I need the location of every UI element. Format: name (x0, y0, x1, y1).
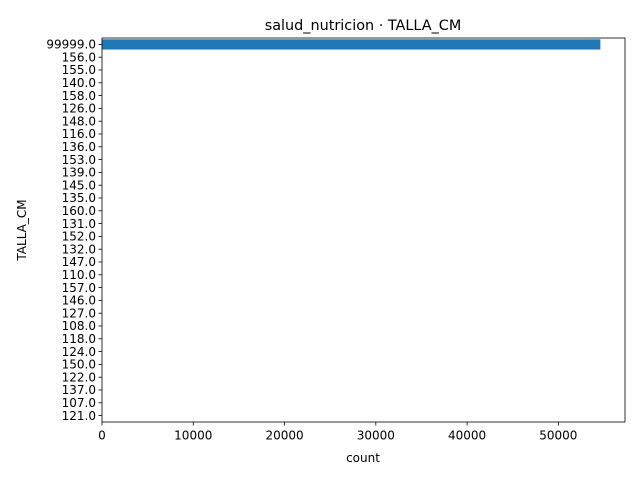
y-tick-label: 145.0 (62, 178, 96, 192)
x-tick-label: 0 (98, 429, 106, 443)
plot-frame (101, 37, 626, 423)
y-tick-label: 107.0 (62, 396, 96, 410)
y-tick-label: 158.0 (62, 89, 96, 103)
y-tick-label: 127.0 (62, 306, 96, 320)
y-tick-label: 124.0 (62, 345, 96, 359)
y-axis-ticks: 99999.0156.0155.0140.0158.0126.0148.0116… (46, 38, 102, 423)
y-tick-label: 116.0 (62, 127, 96, 141)
y-tick-label: 148.0 (62, 114, 96, 128)
y-tick-label: 147.0 (62, 255, 96, 269)
y-tick-label: 150.0 (62, 358, 96, 372)
y-tick-label: 135.0 (62, 191, 96, 205)
y-tick-label: 146.0 (62, 294, 96, 308)
y-tick-label: 152.0 (62, 230, 96, 244)
x-tick-label: 10000 (174, 429, 212, 443)
y-tick-label: 132.0 (62, 242, 96, 256)
y-tick-label: 121.0 (62, 409, 96, 423)
chart-title: salud_nutricion · TALLA_CM (265, 18, 462, 34)
y-tick-label: 153.0 (62, 153, 96, 167)
y-tick-label: 137.0 (62, 383, 96, 397)
y-tick-label: 156.0 (62, 50, 96, 64)
y-tick-label: 122.0 (62, 370, 96, 384)
bar-99999.0 (102, 39, 601, 50)
y-tick-label: 126.0 (62, 102, 96, 116)
y-axis-label: TALLA_CM (15, 199, 29, 261)
y-tick-label: 160.0 (62, 204, 96, 218)
x-tick-label: 50000 (539, 429, 577, 443)
x-tick-label: 40000 (448, 429, 486, 443)
y-tick-label: 136.0 (62, 140, 96, 154)
y-tick-label: 108.0 (62, 319, 96, 333)
y-tick-label: 139.0 (62, 166, 96, 180)
x-axis-label: count (346, 451, 380, 465)
y-tick-label: 157.0 (62, 281, 96, 295)
x-axis-ticks: 0 10000 20000 30000 40000 50000 (98, 422, 577, 443)
y-tick-label: 118.0 (62, 332, 96, 346)
y-tick-label: 131.0 (62, 217, 96, 231)
y-tick-label: 140.0 (62, 76, 96, 90)
x-tick-label: 20000 (265, 429, 303, 443)
y-tick-label: 110.0 (62, 268, 96, 282)
x-tick-label: 30000 (357, 429, 395, 443)
y-tick-label: 99999.0 (46, 38, 96, 52)
y-tick-label: 155.0 (62, 63, 96, 77)
